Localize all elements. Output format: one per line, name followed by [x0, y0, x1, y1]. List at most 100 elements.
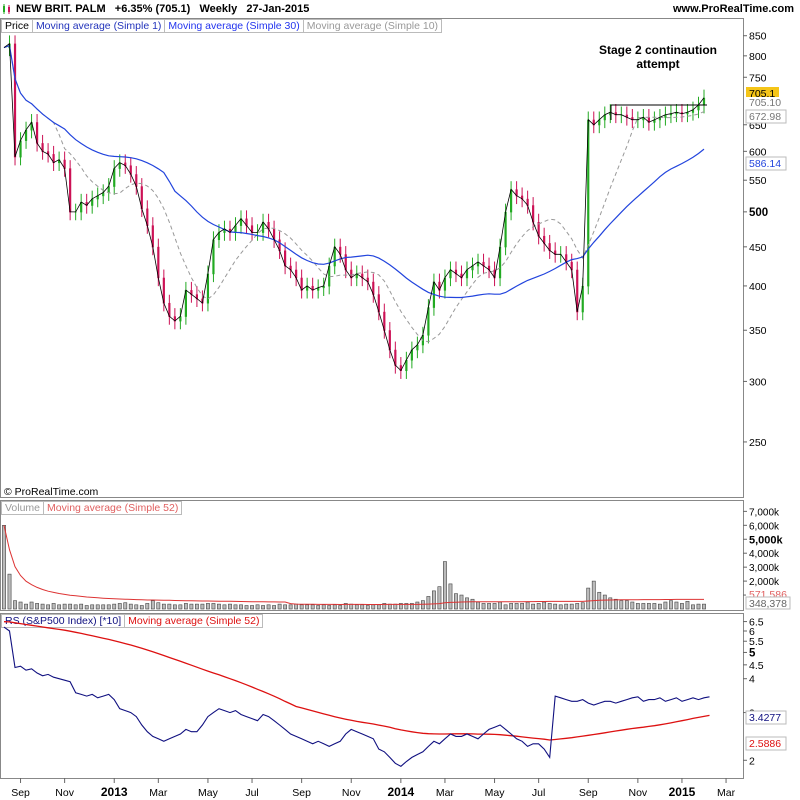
price-tick-label: 800: [749, 51, 767, 63]
x-tick-label: Jul: [532, 787, 545, 799]
legend-volume-ma[interactable]: Moving average (Simple 52): [44, 501, 183, 515]
volume-tick-label: 3,000k: [749, 563, 780, 574]
chart-header: NEW BRIT. PALM +6.35% (705.1) Weekly 27-…: [0, 0, 800, 18]
rs-tick-label: 2: [749, 755, 755, 767]
price-change: +6.35% (705.1): [114, 3, 191, 15]
legend-volume[interactable]: Volume: [1, 501, 45, 515]
rs-tick-label: 6.5: [749, 617, 764, 629]
legend-ma1[interactable]: Moving average (Simple 1): [32, 19, 166, 33]
volume-bar: [398, 603, 403, 610]
rs-tick-label: 6: [749, 626, 755, 638]
volume-bar: [448, 583, 453, 610]
volume-bar: [24, 603, 28, 610]
volume-bar: [542, 601, 547, 610]
chart-title: NEW BRIT. PALM +6.35% (705.1) Weekly 27-…: [16, 3, 309, 15]
volume-bar: [531, 603, 536, 610]
volume-tick-label: 5,000k: [749, 534, 784, 546]
volume-bar: [57, 604, 62, 610]
volume-bar: [178, 604, 183, 610]
volume-bar: [580, 602, 585, 610]
volume-bar: [470, 598, 475, 610]
volume-tick-label: 2,000k: [749, 577, 780, 588]
volume-bar: [90, 604, 95, 610]
price-tick-label: 400: [749, 281, 767, 293]
price-tick-label: 750: [749, 72, 767, 84]
volume-bar: [575, 603, 580, 610]
site-url[interactable]: www.ProRealTime.com: [672, 3, 794, 15]
volume-bar: [454, 593, 458, 610]
volume-bar: [404, 603, 409, 610]
volume-bar: [51, 603, 56, 610]
volume-bar: [156, 602, 161, 610]
volume-bar: [239, 604, 243, 610]
volume-bar: [266, 604, 271, 610]
annotation-line-1: Stage 2 continaution: [599, 43, 717, 57]
x-tick-label: May: [485, 787, 506, 799]
volume-bar: [415, 601, 420, 610]
legend-price[interactable]: Price: [1, 19, 33, 33]
price-tick-label: 600: [749, 146, 767, 158]
volume-bar: [437, 586, 442, 610]
last-price-tag: [746, 87, 779, 100]
volume-bar: [167, 603, 172, 610]
volume-bar: [68, 603, 73, 610]
volume-bar: [702, 603, 706, 610]
volume-bar: [691, 604, 695, 610]
volume-bars: [2, 525, 706, 610]
volume-bar: [343, 603, 348, 610]
volume-bar: [172, 604, 177, 610]
legend-rs-ma[interactable]: Moving average (Simple 52): [125, 614, 264, 628]
volume-bar: [255, 604, 260, 610]
rs-value-tags: 3.4277 2.5886: [745, 710, 787, 751]
volume-bar: [382, 603, 387, 610]
volume-y-axis: 7,000k6,000k5,000k4,000k3,000k2,000k1,00…: [743, 507, 784, 602]
volume-bar: [305, 604, 310, 610]
time-x-axis: Sep Nov 2013 Mar May Jul Sep Nov 2014 Mar May Jul Se…: [11, 778, 736, 799]
price-tick-label: 550: [749, 175, 767, 187]
volume-bar: [18, 601, 23, 610]
legend-ma30[interactable]: Moving average (Simple 30): [165, 19, 304, 33]
volume-bar: [327, 605, 332, 610]
price-tick-label: 250: [749, 437, 767, 449]
volume-bar: [2, 525, 6, 610]
volume-bar: [663, 601, 668, 610]
volume-bar: [233, 604, 238, 610]
legend-rs[interactable]: RS (S&P500 Index) [*10]: [1, 614, 126, 628]
volume-bar: [222, 604, 227, 610]
volume-tick-label: 4,000k: [749, 549, 780, 560]
volume-bar: [84, 605, 89, 610]
volume-bar: [658, 603, 662, 610]
rs-line: [3, 626, 710, 767]
volume-bar: [487, 603, 491, 610]
x-tick-label: May: [198, 787, 219, 799]
price-tick-label: 500: [749, 207, 768, 219]
volume-bar: [680, 603, 684, 610]
volume-bar: [217, 603, 221, 610]
ma30-tag: [745, 156, 787, 171]
volume-bar: [426, 596, 431, 610]
volume-bar: [652, 603, 657, 610]
volume-bar: [228, 603, 232, 610]
volume-bar: [95, 604, 100, 610]
x-tick-label: Sep: [579, 787, 598, 799]
volume-bar: [696, 603, 701, 610]
volume-bar: [316, 605, 321, 610]
volume-bar: [62, 603, 67, 610]
volume-bar: [321, 604, 326, 610]
volume-bar: [371, 604, 376, 610]
rs-ma-tag: [745, 736, 787, 751]
price-tick-label: 300: [749, 376, 767, 388]
price-candles: [8, 35, 706, 379]
volume-bar: [685, 601, 690, 610]
last-volume-value: 348,378: [749, 598, 787, 610]
volume-bar: [646, 603, 651, 610]
volume-bar: [635, 603, 640, 610]
volume-bar: [294, 603, 299, 610]
volume-bar: [624, 600, 629, 610]
ma1-line: [3, 42, 705, 372]
x-tick-label: 2015: [669, 785, 696, 799]
legend-ma10[interactable]: Moving average (Simple 10): [303, 19, 443, 33]
volume-bar: [40, 603, 45, 610]
volume-bar: [338, 605, 343, 610]
